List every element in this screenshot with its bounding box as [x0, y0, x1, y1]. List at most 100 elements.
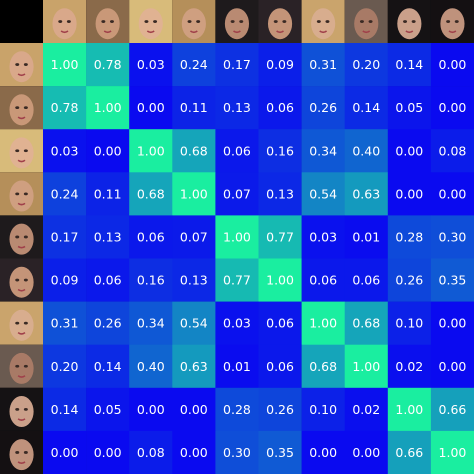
heatmap-cell: [43, 344, 87, 389]
heatmap-cell: [430, 43, 474, 87]
heatmap-cell: [172, 344, 216, 389]
heatmap-cell: [129, 301, 173, 345]
cell-value-label: 1.00: [223, 229, 251, 244]
cell-value-label: 0.00: [439, 359, 467, 374]
cell-value-label: 0.00: [180, 445, 208, 460]
cell-value-label: 0.00: [94, 445, 122, 460]
heatmap-cell: [301, 258, 345, 302]
cell-value-label: 0.68: [180, 143, 208, 158]
row-face-thumbnail: [0, 43, 44, 87]
cell-value-label: 0.16: [137, 273, 165, 288]
cell-value-label: 0.63: [180, 359, 208, 374]
heatmap-cell: [43, 387, 87, 432]
heatmap-cell: [43, 172, 87, 216]
cell-value-label: 0.14: [395, 57, 423, 72]
heatmap-cell: [129, 172, 173, 216]
heatmap-cell: [301, 129, 345, 173]
cell-value-label: 0.11: [94, 186, 122, 201]
cell-value-label: 0.20: [51, 359, 79, 374]
heatmap-cell: [301, 215, 345, 259]
heatmap-cell: [129, 258, 173, 302]
heatmap-cell: [258, 387, 302, 432]
heatmap-cell: [301, 43, 345, 87]
cell-value-label: 0.08: [439, 143, 467, 158]
heatmap-cell: [43, 215, 87, 259]
cell-value-label: 0.00: [352, 445, 380, 460]
cell-value-label: 0.68: [309, 359, 337, 374]
heatmap-cell: [344, 344, 389, 389]
cell-value-label: 0.07: [223, 186, 251, 201]
heatmap-cell: [86, 43, 130, 87]
cell-value-label: 0.13: [223, 100, 251, 115]
row-face-thumbnail: [0, 301, 44, 345]
cell-value-label: 0.66: [439, 402, 467, 417]
heatmap-cell: [258, 43, 302, 87]
cell-value-label: 0.31: [309, 57, 337, 72]
heatmap-cell: [387, 215, 432, 259]
heatmap-cell: [430, 215, 474, 259]
heatmap-cell: [301, 430, 345, 474]
cell-value-label: 0.06: [94, 273, 122, 288]
cell-value-label: 0.06: [352, 273, 380, 288]
heatmap-cell: [301, 387, 345, 432]
cell-value-label: 0.34: [309, 143, 337, 158]
cell-value-label: 0.02: [352, 402, 380, 417]
column-face-thumbnail: [344, 0, 388, 44]
cell-value-label: 0.40: [137, 359, 165, 374]
heatmap-cell: [215, 172, 259, 216]
row-face-thumbnail: [0, 129, 44, 173]
column-face-thumbnail: [301, 0, 345, 44]
heatmap-cell: [387, 129, 432, 173]
cell-value-label: 0.00: [439, 100, 467, 115]
cell-value-label: 0.03: [223, 316, 251, 331]
cell-value-label: 0.06: [266, 316, 294, 331]
heatmap-cell: [172, 215, 216, 259]
cell-value-label: 0.78: [51, 100, 79, 115]
cell-value-label: 0.11: [180, 100, 208, 115]
heatmap-cell: [172, 258, 216, 302]
heatmap-cell: [43, 258, 87, 302]
cell-value-label: 1.00: [137, 143, 165, 158]
cell-value-label: 0.00: [439, 186, 467, 201]
cell-value-label: 0.68: [352, 316, 380, 331]
cell-value-label: 0.26: [266, 402, 294, 417]
heatmap-cell: [258, 344, 302, 389]
heatmap-cell: [387, 43, 432, 87]
heatmap-cell: [129, 430, 173, 474]
heatmap-cell: [387, 344, 432, 389]
heatmap-cell: [172, 43, 216, 87]
cell-value-label: 0.24: [180, 57, 208, 72]
cell-value-label: 0.10: [395, 316, 423, 331]
heatmap-cell: [387, 172, 432, 216]
heatmap-cell: [215, 129, 259, 173]
cell-value-label: 0.63: [352, 186, 380, 201]
heatmap-cell: [301, 301, 345, 345]
cell-value-label: 0.26: [309, 100, 337, 115]
cell-value-label: 0.05: [94, 402, 122, 417]
cell-value-label: 0.06: [309, 273, 337, 288]
heatmap-cell: [215, 86, 259, 130]
column-face-thumbnail: [86, 0, 130, 44]
cell-value-label: 0.06: [223, 143, 251, 158]
heatmap-cell: [86, 172, 130, 216]
heatmap-cell: [215, 258, 259, 302]
heatmap-cell: [344, 43, 389, 87]
heatmap-cell: [172, 301, 216, 345]
heatmap-cell: [258, 86, 302, 130]
heatmap-cell: [129, 215, 173, 259]
cell-value-label: 0.77: [223, 273, 251, 288]
cell-value-label: 0.07: [180, 229, 208, 244]
heatmap-cell: [430, 301, 474, 345]
heatmap-cell: [215, 344, 259, 389]
cell-value-label: 1.00: [266, 273, 294, 288]
cell-value-label: 0.20: [352, 57, 380, 72]
cell-value-label: 0.68: [137, 186, 165, 201]
cell-value-label: 0.06: [266, 359, 294, 374]
cell-value-label: 0.00: [309, 445, 337, 460]
heatmap-cell: [215, 301, 259, 345]
heatmap-cell: [258, 215, 302, 259]
cell-value-label: 0.09: [266, 57, 294, 72]
cell-value-label: 0.24: [51, 186, 79, 201]
heatmap-cell: [344, 172, 389, 216]
